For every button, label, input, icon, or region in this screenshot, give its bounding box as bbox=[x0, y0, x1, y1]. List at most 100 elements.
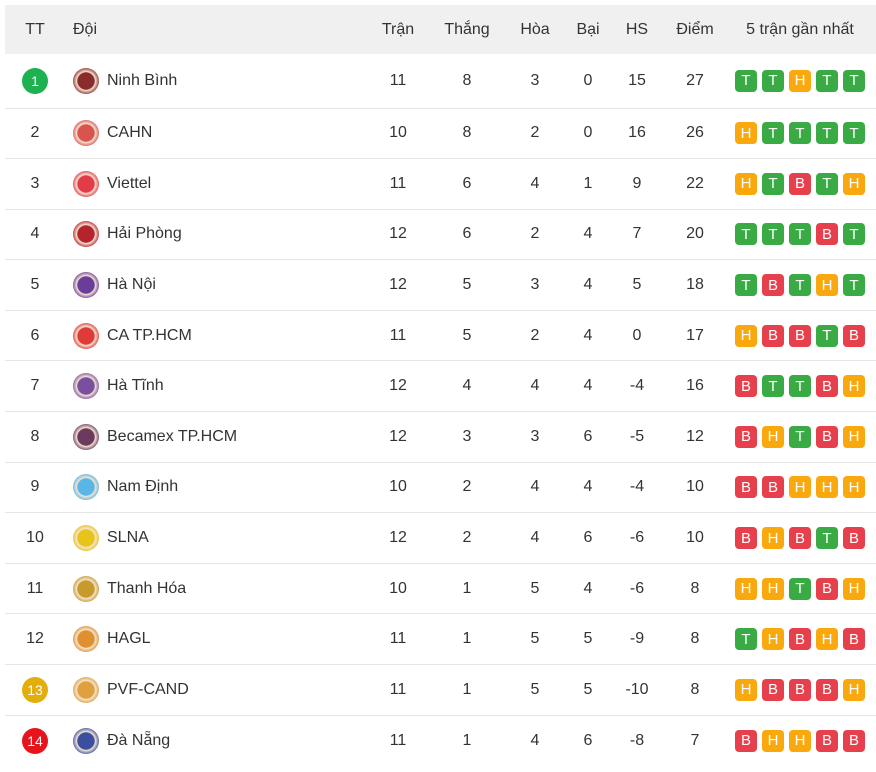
form-badge: H bbox=[843, 172, 865, 195]
form-badge: H bbox=[843, 375, 865, 398]
form-badge: B bbox=[843, 628, 865, 651]
form-badge: B bbox=[735, 729, 757, 752]
team-name[interactable]: Nam Định bbox=[107, 478, 179, 496]
won-value: 2 bbox=[462, 478, 472, 496]
form-badge: T bbox=[789, 425, 811, 448]
played-value: 11 bbox=[389, 71, 407, 89]
rank-badge: 14 bbox=[22, 727, 48, 754]
form-badge: T bbox=[789, 577, 811, 600]
rank-value: 3 bbox=[30, 174, 40, 192]
drawn-value: 5 bbox=[530, 680, 540, 698]
team-name[interactable]: CAHN bbox=[107, 124, 153, 142]
team-logo-icon bbox=[73, 525, 99, 552]
header-rank: TT bbox=[25, 20, 45, 38]
form-badge: B bbox=[816, 729, 838, 752]
form-badge: T bbox=[762, 172, 784, 195]
points-value: 22 bbox=[686, 174, 704, 192]
table-row[interactable]: 8 Becamex TP.HCM 12 3 3 6 -5 12 B H T B H bbox=[5, 411, 876, 463]
points-value: 18 bbox=[686, 276, 704, 294]
gd-value: 7 bbox=[632, 225, 642, 243]
form-badge: H bbox=[816, 476, 838, 499]
team-logo-icon bbox=[73, 575, 99, 602]
team-name[interactable]: HAGL bbox=[107, 630, 151, 648]
form-badge: H bbox=[816, 628, 838, 651]
team-name[interactable]: Thanh Hóa bbox=[107, 579, 187, 597]
form-badge: H bbox=[735, 577, 757, 600]
rank-value: 5 bbox=[30, 276, 40, 294]
team-name[interactable]: Hải Phòng bbox=[107, 225, 182, 243]
table-row[interactable]: 11 Thanh Hóa 10 1 5 4 -6 8 H H T B H bbox=[5, 563, 876, 614]
gd-value: -5 bbox=[629, 427, 645, 445]
team-name[interactable]: SLNA bbox=[107, 529, 149, 547]
rank-value: 7 bbox=[30, 377, 40, 395]
team-name[interactable]: Hà Tĩnh bbox=[107, 377, 164, 395]
lost-value: 4 bbox=[583, 579, 593, 597]
gd-value: -4 bbox=[629, 478, 645, 496]
form-badge: H bbox=[789, 476, 811, 499]
lost-value: 0 bbox=[583, 124, 593, 142]
team-name[interactable]: Viettel bbox=[107, 174, 152, 192]
points-value: 26 bbox=[686, 124, 704, 142]
table-row[interactable]: 13 PVF-CAND 11 1 5 5 -10 8 H B B B H bbox=[5, 664, 876, 716]
won-value: 1 bbox=[462, 630, 472, 648]
form-badge: B bbox=[762, 274, 784, 297]
table-row[interactable]: 10 SLNA 12 2 4 6 -6 10 B H B T B bbox=[5, 512, 876, 564]
table-row[interactable]: 9 Nam Định 10 2 4 4 -4 10 B B H H H bbox=[5, 462, 876, 513]
form-badge: B bbox=[789, 172, 811, 195]
header-won: Thắng bbox=[444, 20, 490, 38]
drawn-value: 5 bbox=[530, 579, 540, 597]
table-row[interactable]: 1 Ninh Bình 11 8 3 0 15 27 T T H T T bbox=[5, 54, 876, 108]
form-badge: H bbox=[735, 172, 757, 195]
team-name[interactable]: Hà Nội bbox=[107, 276, 156, 294]
form-badge: T bbox=[843, 223, 865, 246]
team-logo-icon bbox=[73, 322, 99, 349]
won-value: 8 bbox=[462, 71, 472, 89]
header-drawn: Hòa bbox=[520, 20, 550, 38]
form-badge: T bbox=[816, 69, 838, 92]
form-badge: T bbox=[735, 69, 757, 92]
team-logo-icon bbox=[73, 67, 99, 94]
form-badge: T bbox=[735, 223, 757, 246]
team-name[interactable]: Becamex TP.HCM bbox=[107, 427, 238, 445]
gd-value: -8 bbox=[629, 731, 645, 749]
played-value: 11 bbox=[389, 731, 407, 749]
table-row[interactable]: 7 Hà Tĩnh 12 4 4 4 -4 16 B T T B H bbox=[5, 360, 876, 412]
header-form: 5 trận gần nhất bbox=[746, 20, 854, 38]
rank-value: 8 bbox=[30, 427, 40, 445]
table-row[interactable]: 6 CA TP.HCM 11 5 2 4 0 17 H B B T B bbox=[5, 310, 876, 361]
table-row[interactable]: 2 CAHN 10 8 2 0 16 26 H T T T T bbox=[5, 108, 876, 159]
form-badge: T bbox=[789, 274, 811, 297]
lost-value: 6 bbox=[583, 427, 593, 445]
points-value: 10 bbox=[686, 478, 704, 496]
table-header: TT Đội Trận Thắng Hòa Bại HS Điểm 5 trận… bbox=[5, 5, 876, 54]
drawn-value: 5 bbox=[530, 630, 540, 648]
form-badge: B bbox=[789, 678, 811, 701]
team-name[interactable]: PVF-CAND bbox=[107, 680, 189, 698]
played-value: 12 bbox=[389, 225, 407, 243]
table-row[interactable]: 14 Đà Nẵng 11 1 4 6 -8 7 B H H B B bbox=[5, 715, 876, 766]
won-value: 4 bbox=[462, 377, 472, 395]
form-badge: T bbox=[789, 122, 811, 145]
played-value: 12 bbox=[389, 529, 407, 547]
form-badge: B bbox=[762, 476, 784, 499]
lost-value: 6 bbox=[583, 731, 593, 749]
team-name[interactable]: Đà Nẵng bbox=[107, 731, 171, 749]
gd-value: -10 bbox=[625, 680, 649, 698]
team-name[interactable]: Ninh Bình bbox=[107, 71, 178, 89]
form-badge: H bbox=[789, 69, 811, 92]
header-team: Đội bbox=[73, 20, 98, 38]
form-badge: B bbox=[735, 425, 757, 448]
gd-value: -6 bbox=[629, 529, 645, 547]
table-row[interactable]: 3 Viettel 11 6 4 1 9 22 H T B T H bbox=[5, 158, 876, 210]
gd-value: 5 bbox=[632, 276, 642, 294]
team-name[interactable]: CA TP.HCM bbox=[107, 326, 192, 344]
table-row[interactable]: 5 Hà Nội 12 5 3 4 5 18 T B T H T bbox=[5, 259, 876, 311]
form-badge: B bbox=[735, 375, 757, 398]
table-row[interactable]: 12 HAGL 11 1 5 5 -9 8 T H B H B bbox=[5, 613, 876, 665]
table-row[interactable]: 4 Hải Phòng 12 6 2 4 7 20 T T T B T bbox=[5, 209, 876, 260]
